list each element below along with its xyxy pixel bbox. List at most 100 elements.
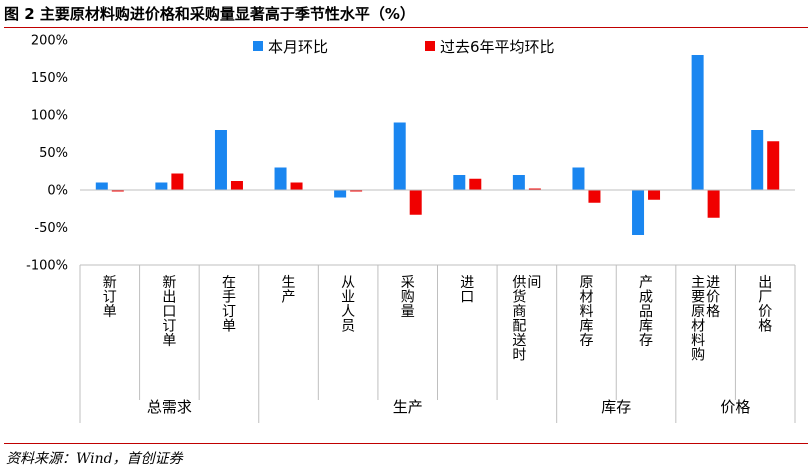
category-label-char: 单 — [103, 304, 117, 320]
legend-swatch-本月环比 — [253, 41, 263, 51]
category-label-char: 进 — [460, 275, 474, 291]
category-label-char: 库 — [579, 319, 593, 335]
chart: 本月环比 过去6年平均环比 -100% -50% 0% 50% 100% 150% 200%… — [26, 34, 796, 423]
category-label-char: 价 — [758, 304, 772, 320]
bar-avg6y-11 — [767, 141, 780, 190]
bar-avg6y-7 — [528, 188, 541, 190]
category-label-char: 格 — [706, 304, 720, 320]
bar-current-5 — [393, 122, 406, 190]
bar-current-10 — [691, 55, 704, 190]
y-tick-label: -50% — [34, 221, 68, 236]
y-tick-label: 200% — [31, 34, 68, 49]
bar-current-3 — [274, 167, 287, 190]
category-label-char: 料 — [579, 304, 593, 320]
category-label-char: 存 — [579, 333, 593, 349]
group-label: 价格 — [720, 398, 750, 416]
bar-current-1 — [155, 182, 168, 190]
y-tick-label: 0% — [47, 184, 68, 199]
category-label-char: 成 — [639, 290, 653, 306]
category-label-char: 出 — [162, 290, 176, 306]
category-label-char: 库 — [639, 319, 653, 335]
category-label-char: 购 — [691, 348, 705, 364]
category-label-char: 手 — [222, 290, 236, 306]
category-label-char: 货 — [512, 289, 526, 306]
bar-current-2 — [214, 130, 227, 190]
category-label-char: 单 — [162, 333, 176, 349]
bar-avg6y-1 — [171, 173, 184, 190]
category-label-char: 供 — [512, 275, 526, 291]
bar-current-0 — [95, 182, 108, 190]
category-label-char: 订 — [103, 290, 117, 306]
category-label-char: 间 — [527, 275, 541, 291]
category-label-char: 产 — [282, 290, 296, 306]
y-tick-label: 50% — [39, 146, 68, 161]
bar-current-7 — [512, 175, 525, 190]
bar-avg6y-10 — [707, 190, 720, 218]
category-label-char: 主 — [691, 275, 705, 291]
title-rule — [4, 27, 808, 28]
category-label-char: 存 — [639, 333, 653, 349]
legend-label-本月环比: 本月环比 — [268, 38, 328, 56]
category-label-char: 在 — [222, 275, 236, 291]
category-label-char: 从 — [341, 275, 355, 291]
bar-avg6y-6 — [469, 178, 482, 190]
bar-avg6y-0 — [111, 190, 124, 192]
bar-current-6 — [453, 175, 466, 190]
category-label-char: 购 — [401, 290, 415, 306]
category-label-char: 要 — [691, 290, 705, 306]
category-label-char: 进 — [706, 275, 720, 291]
category-label-char: 员 — [341, 319, 355, 335]
category-label-char: 送 — [512, 333, 526, 349]
category-label-char: 材 — [579, 290, 593, 306]
bar-avg6y-9 — [648, 190, 661, 200]
group-label: 生产 — [393, 398, 423, 416]
footer-rule — [4, 443, 808, 444]
category-label-char: 口 — [460, 290, 474, 306]
category-label-char: 材 — [691, 319, 705, 335]
bar-current-8 — [572, 167, 585, 190]
category-label-char: 原 — [579, 275, 593, 291]
legend-label-过去6年平均环比: 过去6年平均环比 — [440, 38, 555, 56]
category-label-char: 时 — [512, 348, 526, 364]
category-label-char: 新 — [162, 275, 176, 291]
category-label-char: 商 — [512, 304, 526, 320]
bar-current-11 — [751, 130, 764, 190]
legend: 本月环比 过去6年平均环比 — [253, 38, 555, 56]
category-label-char: 格 — [758, 319, 772, 335]
bar-avg6y-4 — [350, 190, 363, 192]
category-label-char: 人 — [341, 304, 355, 320]
category-label-char: 厂 — [758, 290, 772, 306]
y-tick-label: 150% — [31, 71, 68, 86]
bars — [95, 55, 780, 235]
category-label-char: 料 — [691, 333, 705, 349]
group-label: 总需求 — [147, 398, 192, 416]
category-label-char: 新 — [103, 275, 117, 291]
bar-avg6y-5 — [409, 190, 422, 215]
category-label-char: 业 — [341, 290, 355, 306]
category-label-char: 订 — [162, 319, 176, 335]
y-axis: -100% -50% 0% 50% 100% 150% 200% — [26, 34, 68, 274]
bar-current-4 — [334, 190, 347, 198]
category-label-char: 生 — [282, 275, 296, 291]
y-tick-label: 100% — [31, 109, 68, 124]
bar-current-9 — [632, 190, 645, 235]
legend-swatch-过去6年平均环比 — [425, 41, 435, 51]
category-label-char: 订 — [222, 304, 236, 320]
y-tick-label: -100% — [26, 259, 68, 274]
category-label-char: 配 — [512, 319, 526, 335]
category-label-char: 原 — [691, 304, 705, 320]
category-label-char: 品 — [639, 304, 653, 320]
category-label-char: 价 — [706, 290, 720, 306]
source-note: 资料来源：Wind，首创证券 — [6, 451, 183, 467]
category-label-char: 口 — [162, 304, 176, 320]
category-label-char: 单 — [222, 319, 236, 335]
category-label-char: 产 — [639, 275, 653, 291]
category-label-char: 出 — [758, 275, 772, 291]
category-label-char: 量 — [401, 304, 415, 320]
category-label-char: 采 — [401, 275, 415, 291]
bar-avg6y-3 — [290, 182, 303, 190]
chart-title: 图 2 主要原材料购进价格和采购量显著高于季节性水平（%） — [4, 5, 415, 23]
bar-avg6y-8 — [588, 190, 601, 203]
bar-avg6y-2 — [230, 181, 243, 190]
